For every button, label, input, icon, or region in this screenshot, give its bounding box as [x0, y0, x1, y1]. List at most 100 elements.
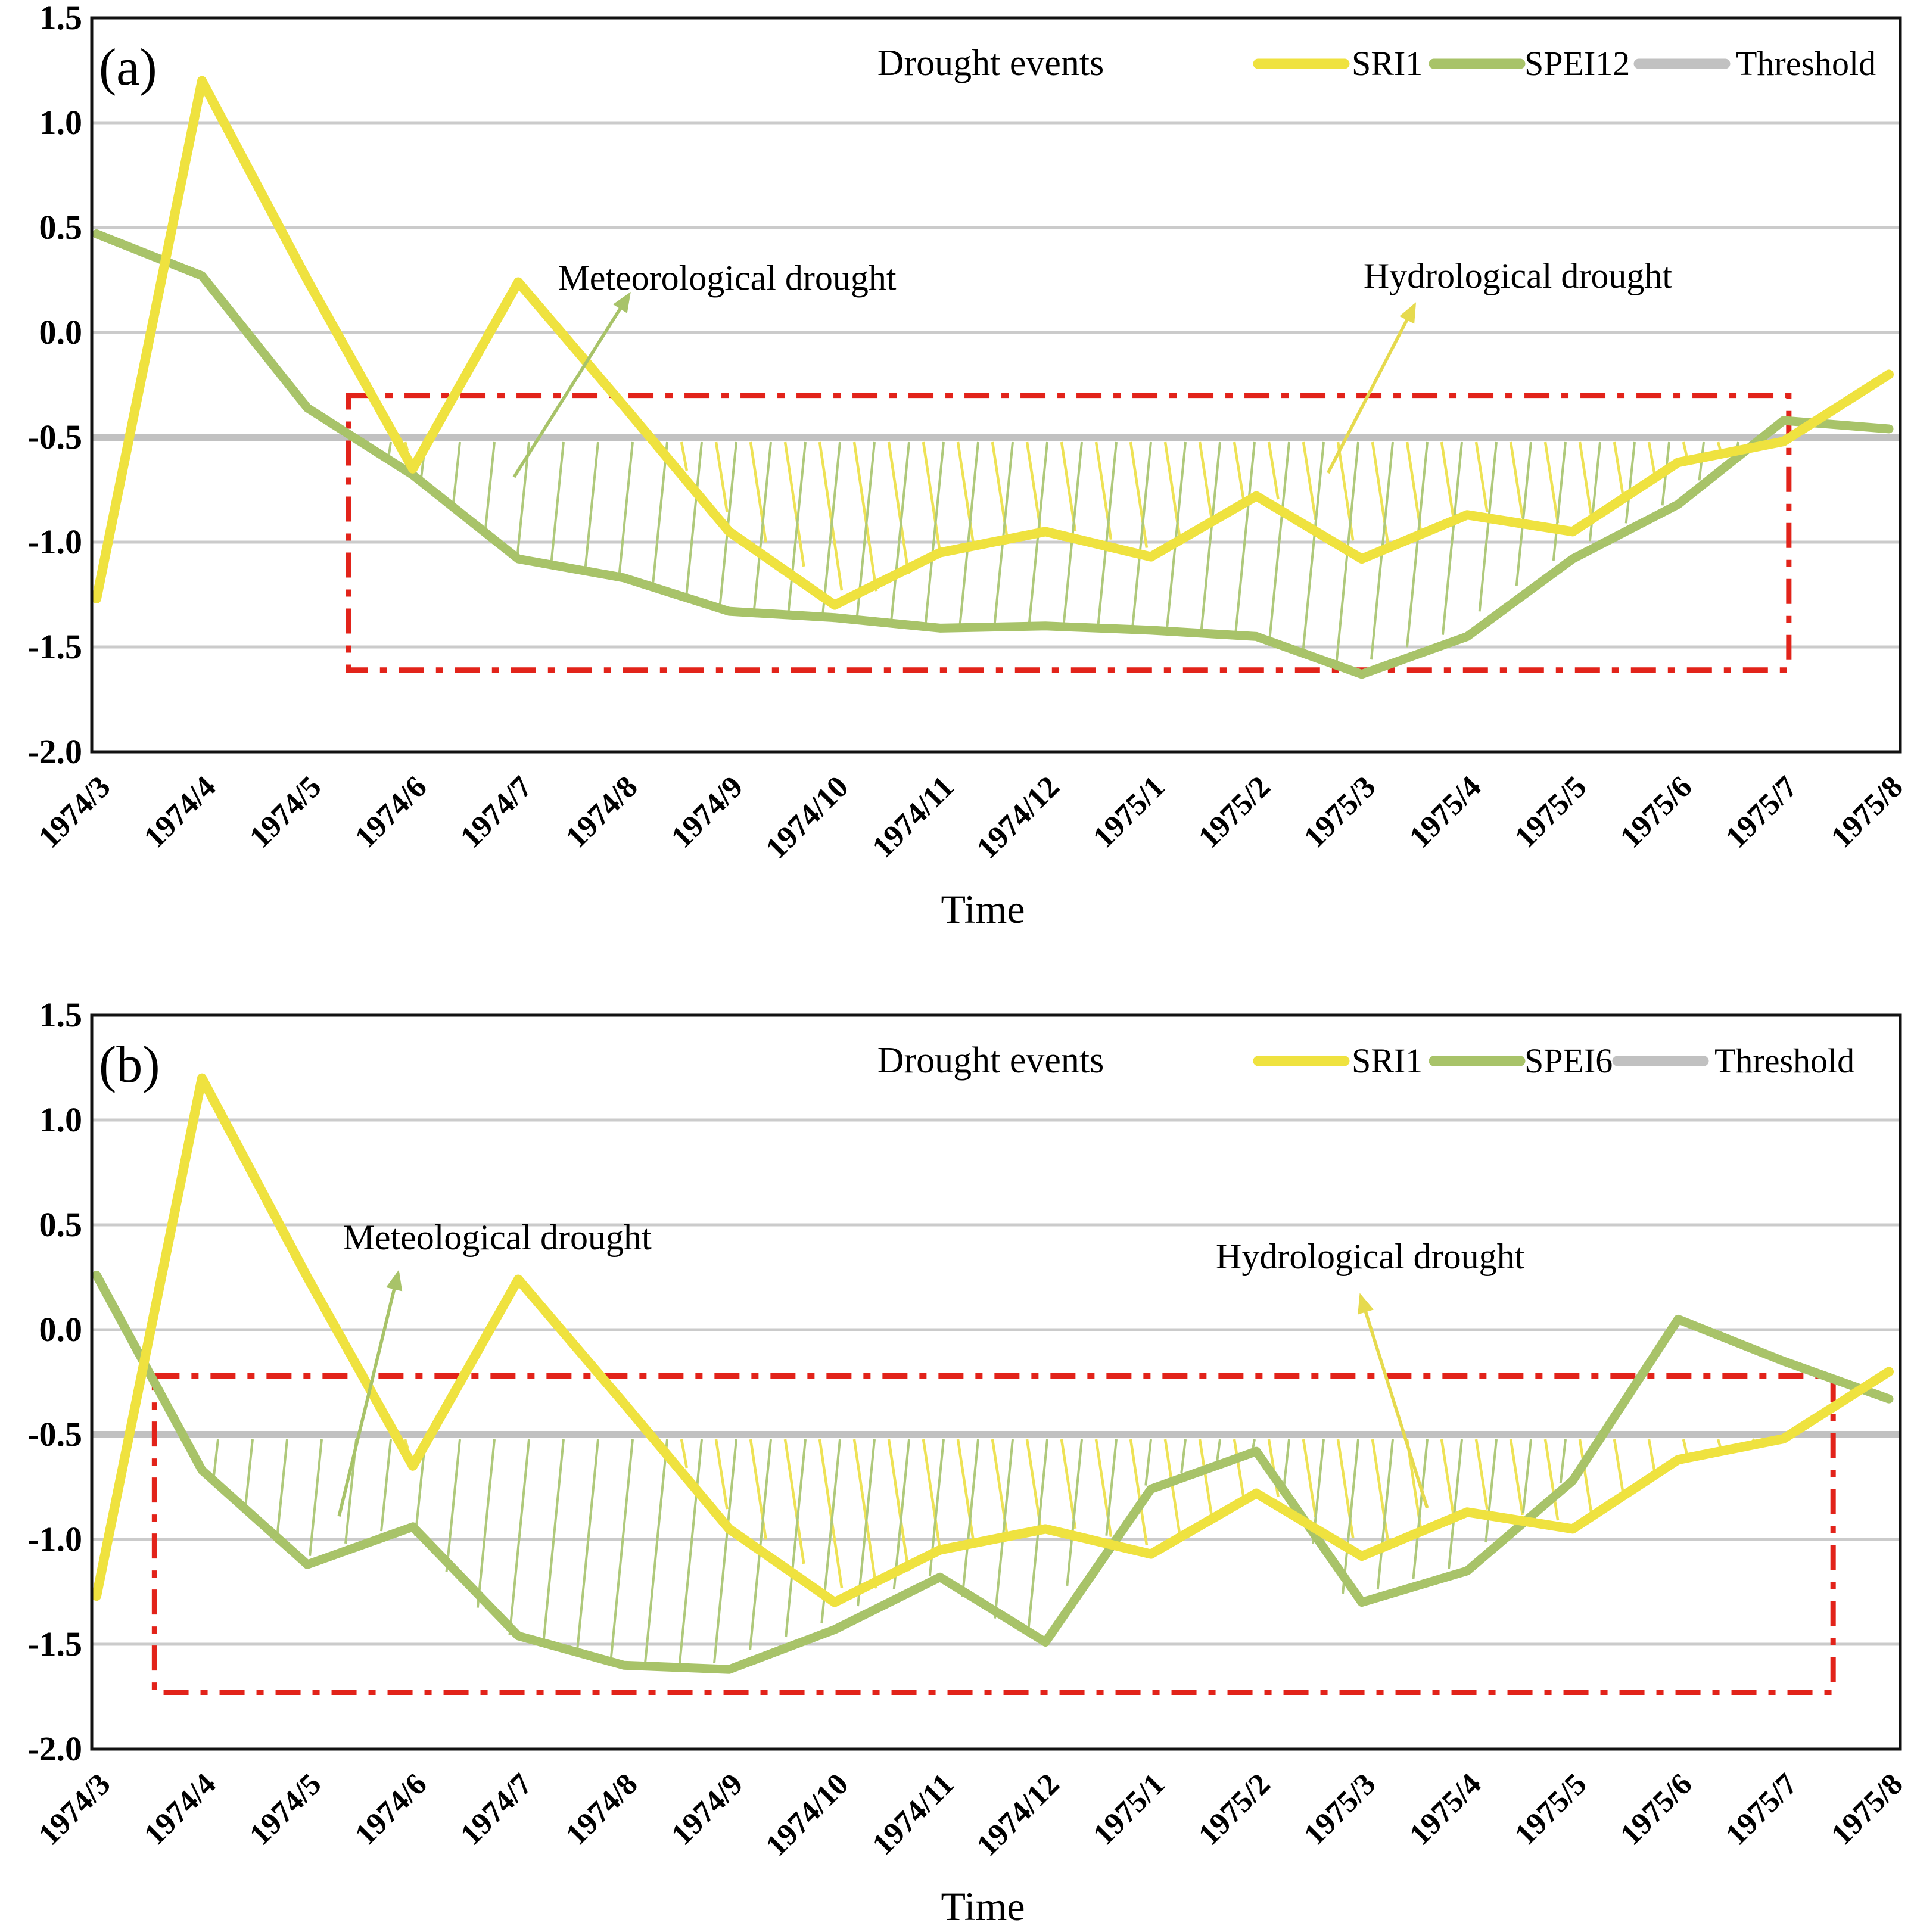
- spei12-line: [92, 229, 1894, 679]
- hatch-green: [1515, 441, 1532, 586]
- time-axis-label: Time: [941, 1884, 1025, 1929]
- hatch-green: [609, 1439, 634, 1662]
- hatch-green: [1180, 1439, 1187, 1473]
- y-tick-label: 1.0: [39, 1100, 83, 1139]
- x-tick-label: 1974/10: [760, 1767, 855, 1863]
- hatch-yellow: [1716, 441, 1722, 451]
- legend-label-spei12: SPEI12: [1524, 44, 1630, 83]
- hatch-green: [1234, 441, 1256, 633]
- hatch-yellow: [1647, 441, 1657, 478]
- hatch-yellow: [1267, 441, 1280, 500]
- hatch-green: [584, 441, 599, 570]
- panel-label: (a): [99, 39, 157, 97]
- hatch-yellow: [680, 441, 689, 471]
- hatch-green: [1376, 1439, 1394, 1590]
- x-tick-label: 1975/6: [1614, 770, 1698, 854]
- hatch-yellow: [818, 441, 844, 591]
- chart-panel-a: (a) Drought events SRI1 SPEI12 Threshold 1.5 1…: [27, 0, 1909, 932]
- hatch-green: [1441, 441, 1463, 635]
- plot-border: [90, 16, 1902, 754]
- hatch-green: [476, 1439, 496, 1608]
- y-tick-label: -0.5: [27, 1415, 82, 1454]
- x-tick-label: 1975/2: [1192, 770, 1277, 854]
- x-tick-label: 1975/4: [1403, 770, 1487, 854]
- y-tick-label: -1.5: [27, 627, 82, 666]
- hatch-yellow: [922, 441, 942, 557]
- hatch-green: [1484, 1439, 1498, 1543]
- x-tick-label: 1975/6: [1614, 1767, 1698, 1852]
- hatch-green: [1216, 1439, 1221, 1461]
- hatch-yellow: [1716, 1439, 1722, 1448]
- x-tick-label: 1974/10: [760, 770, 855, 866]
- hatch-yellow: [922, 1439, 942, 1554]
- hatch-yellow: [1543, 441, 1560, 524]
- x-tick-label: 1975/1: [1087, 1767, 1171, 1852]
- hatch-green: [1552, 441, 1567, 561]
- y-tick-label: 0.0: [39, 313, 83, 351]
- x-tick-label: 1975/3: [1297, 770, 1382, 854]
- hatch-green: [1624, 441, 1636, 524]
- hatch-green: [445, 1439, 461, 1572]
- hatch-yellow: [1440, 441, 1455, 522]
- x-tick-label: 1975/7: [1719, 770, 1804, 854]
- hatch-green: [550, 441, 565, 564]
- hatch-green: [890, 441, 910, 622]
- y-tick-label: -2.0: [27, 732, 82, 771]
- hatch-green: [508, 1439, 530, 1636]
- hatch-green: [1559, 1439, 1567, 1483]
- x-tick-label: 1975/1: [1087, 770, 1171, 854]
- hatch-green: [1521, 1439, 1532, 1513]
- x-tick-label: 1974/12: [970, 1767, 1066, 1863]
- hatch-green: [1342, 1439, 1359, 1594]
- hatch-green: [275, 1439, 288, 1544]
- hatch-yellow: [1578, 441, 1594, 523]
- hatch-green: [892, 1439, 910, 1589]
- hatch-green: [244, 1439, 254, 1513]
- legend-label-threshold: Threshold: [1714, 1041, 1854, 1080]
- hatch-green: [516, 441, 530, 558]
- x-tick-label: 1974/4: [138, 770, 222, 854]
- x-tick-label: 1975/5: [1508, 770, 1593, 854]
- hatch-green: [785, 1439, 807, 1638]
- hatch-yellow: [887, 1439, 910, 1572]
- hatch-yellow: [1025, 1439, 1042, 1529]
- hatch-yellow: [714, 441, 729, 512]
- hatch-green: [993, 441, 1014, 624]
- hatch-yellow: [1371, 441, 1390, 550]
- hatch-yellow: [1129, 1439, 1149, 1545]
- spei6-line: [92, 1270, 1894, 1674]
- x-tick-label: 1974/3: [32, 770, 117, 854]
- hatch-green: [1334, 441, 1359, 670]
- y-tick-label: 0.5: [39, 208, 83, 247]
- hatch-yellow: [1474, 441, 1489, 512]
- hatch-green: [1252, 1439, 1256, 1449]
- hatch-yellow: [1371, 1439, 1390, 1548]
- hatch-green: [1412, 1439, 1429, 1579]
- hatch-green: [924, 441, 945, 625]
- hatch-green: [1405, 441, 1429, 648]
- plot-border: [90, 1013, 1902, 1751]
- hatch-green: [1097, 441, 1118, 626]
- hatch-green: [1131, 441, 1152, 627]
- annotation-meteorological: Meteological drought: [343, 1218, 652, 1257]
- hatch-yellow: [1440, 1439, 1455, 1519]
- hatch-yellow: [887, 441, 910, 574]
- hatch-yellow: [1129, 441, 1149, 548]
- hatch-green: [961, 1439, 979, 1598]
- x-tick-label: 1974/8: [559, 770, 644, 854]
- hatch-green: [1588, 441, 1601, 542]
- hatch-yellow: [956, 441, 975, 545]
- annotation-hydrological: Hydrological drought: [1364, 256, 1673, 295]
- hatch-yellow: [1025, 441, 1042, 531]
- y-tick-label: 1.5: [39, 995, 83, 1034]
- x-tick-label: 1974/6: [348, 770, 433, 854]
- hatch-green: [821, 441, 841, 615]
- hatch-green: [678, 1439, 703, 1665]
- hatch-yellow: [1578, 1439, 1594, 1520]
- hatch-green: [958, 441, 979, 624]
- y-tick-label: 0.0: [39, 1310, 83, 1349]
- x-tick-label: 1974/12: [970, 770, 1066, 866]
- x-tick-label: 1974/4: [138, 1767, 222, 1852]
- x-tick-label: 1974/9: [665, 770, 749, 854]
